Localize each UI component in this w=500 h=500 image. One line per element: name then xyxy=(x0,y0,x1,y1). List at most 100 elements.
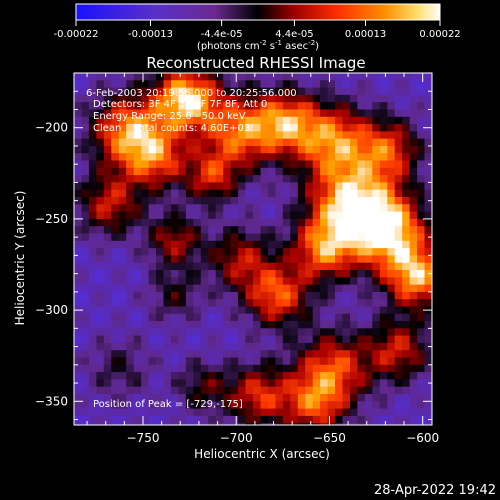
heatmap-cell xyxy=(320,109,329,118)
heatmap-cell xyxy=(223,386,232,395)
heatmap-cell xyxy=(290,204,299,213)
heatmap-cell xyxy=(74,204,83,213)
heatmap-cell xyxy=(282,167,291,176)
heatmap-cell xyxy=(163,372,172,380)
heatmap-cell xyxy=(372,291,381,300)
heatmap-cell xyxy=(230,175,239,183)
heatmap-cell xyxy=(335,233,344,242)
heatmap-cell xyxy=(357,415,366,424)
heatmap-cell xyxy=(223,270,232,278)
heatmap-cell xyxy=(126,226,135,235)
heatmap-cell xyxy=(208,379,217,388)
heatmap-cell xyxy=(208,80,217,89)
heatmap-cell xyxy=(357,423,366,425)
heatmap-cell xyxy=(335,80,344,89)
heatmap-cell xyxy=(424,116,432,125)
heatmap-cell xyxy=(156,189,165,198)
heatmap-cell xyxy=(379,364,388,373)
heatmap-cell xyxy=(260,364,269,373)
colorbar-unit-label: (photons cm-2 s-1 asec-2) xyxy=(197,39,319,52)
heatmap-cell xyxy=(320,211,329,220)
heatmap-cell xyxy=(387,313,396,322)
heatmap-cell xyxy=(275,189,284,198)
heatmap-cell xyxy=(96,218,105,227)
heatmap-cell xyxy=(141,189,150,198)
heatmap-cell xyxy=(118,350,127,359)
heatmap-cell xyxy=(148,328,157,337)
heatmap-cell xyxy=(409,116,418,125)
heatmap-cell xyxy=(200,87,209,96)
heatmap-cell xyxy=(163,357,172,366)
heatmap-cell xyxy=(215,255,224,264)
heatmap-cell xyxy=(81,408,90,417)
heatmap-cell xyxy=(282,175,291,183)
heatmap-cell xyxy=(424,182,432,191)
heatmap-cell xyxy=(305,189,314,198)
heatmap-cell xyxy=(103,364,112,373)
heatmap-cell xyxy=(372,182,381,191)
heatmap-cell xyxy=(275,394,284,402)
heatmap-cell xyxy=(230,423,239,425)
heatmap-cell xyxy=(282,415,291,424)
heatmap-cell xyxy=(350,415,359,424)
heatmap-cell xyxy=(81,189,90,198)
heatmap-cell xyxy=(171,73,180,81)
heatmap-cell xyxy=(193,342,202,351)
heatmap-cell xyxy=(133,386,142,395)
heatmap-cell xyxy=(245,291,254,300)
heatmap-cell xyxy=(364,138,373,147)
heatmap-cell xyxy=(156,197,165,205)
heatmap-cell xyxy=(275,102,284,111)
heatmap-cell xyxy=(424,248,432,256)
heatmap-cell xyxy=(320,80,329,89)
heatmap-cell xyxy=(111,146,120,154)
heatmap-cell xyxy=(297,146,306,154)
heatmap-cell xyxy=(245,109,254,118)
heatmap-cell xyxy=(282,87,291,96)
heatmap-cell xyxy=(320,189,329,198)
heatmap-cell xyxy=(200,240,209,249)
heatmap-cell xyxy=(312,248,321,256)
heatmap-cell xyxy=(74,131,83,140)
heatmap-cell xyxy=(282,131,291,140)
heatmap-cell xyxy=(379,270,388,278)
heatmap-cell xyxy=(171,328,180,337)
heatmap-cell xyxy=(267,321,276,329)
heatmap-cell xyxy=(267,299,276,308)
heatmap-cell xyxy=(245,182,254,191)
heatmap-cell xyxy=(357,182,366,191)
heatmap-cell xyxy=(111,335,120,344)
heatmap-cell xyxy=(364,262,373,271)
heatmap-cell xyxy=(260,109,269,118)
heatmap-cell xyxy=(215,211,224,220)
heatmap-cell xyxy=(81,306,90,315)
heatmap-cell xyxy=(372,262,381,271)
heatmap-cell xyxy=(223,182,232,191)
heatmap-cell xyxy=(312,386,321,395)
heatmap-cell xyxy=(230,415,239,424)
heatmap-cell xyxy=(364,335,373,344)
heatmap-cell xyxy=(223,189,232,198)
heatmap-cell xyxy=(417,102,426,111)
heatmap-cell xyxy=(327,284,336,293)
heatmap-cell xyxy=(103,80,112,89)
heatmap-cell xyxy=(148,218,157,227)
heatmap-cell xyxy=(312,321,321,329)
heatmap-cell xyxy=(402,386,411,395)
heatmap-cell xyxy=(223,364,232,373)
heatmap-cell xyxy=(342,197,351,205)
heatmap-cell xyxy=(312,372,321,380)
heatmap-cell xyxy=(111,94,120,103)
heatmap-cell xyxy=(178,255,187,264)
colorbar xyxy=(75,3,441,21)
heatmap-cell xyxy=(275,306,284,315)
heatmap-cell xyxy=(357,160,366,169)
heatmap-cell xyxy=(342,277,351,286)
heatmap-image xyxy=(74,73,432,425)
heatmap-cell xyxy=(163,218,172,227)
heatmap-cell xyxy=(275,379,284,388)
heatmap-cell xyxy=(74,248,83,256)
heatmap-cell xyxy=(260,408,269,417)
heatmap-cell xyxy=(96,372,105,380)
heatmap-cell xyxy=(111,175,120,183)
